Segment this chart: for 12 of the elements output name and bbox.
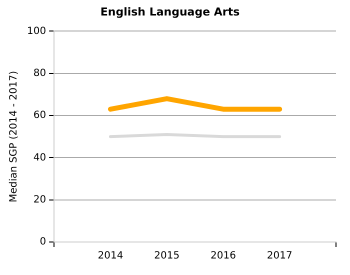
y-tick-label: 20 xyxy=(33,194,46,206)
y-axis-title: Median SGP (2014 - 2017) xyxy=(8,70,20,202)
y-tick-label: 0 xyxy=(40,236,46,248)
chart-title: English Language Arts xyxy=(100,5,240,18)
x-tick-label: 2017 xyxy=(266,250,292,262)
y-tick-label: 40 xyxy=(33,152,46,164)
y-tick-label: 100 xyxy=(26,26,46,37)
x-tick-label: 2015 xyxy=(154,250,180,262)
x-tick-label: 2016 xyxy=(210,250,236,262)
y-tick-label: 80 xyxy=(33,68,46,79)
y-tick-label: 60 xyxy=(33,110,46,122)
x-tick-label: 2014 xyxy=(98,250,124,262)
